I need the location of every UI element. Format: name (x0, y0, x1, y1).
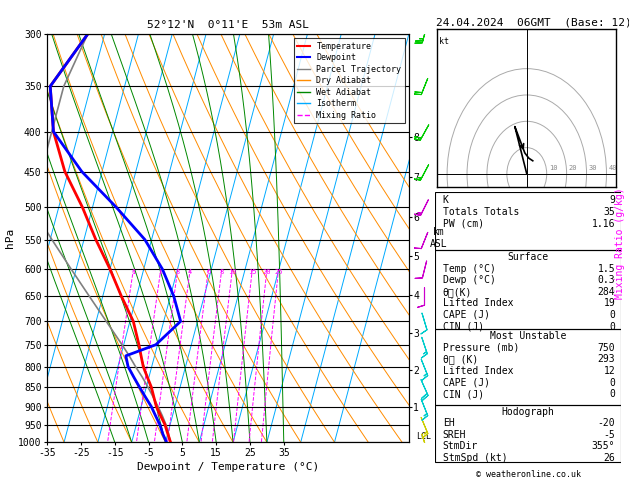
Text: Temp (°C): Temp (°C) (443, 264, 496, 274)
Text: 1: 1 (131, 269, 136, 275)
Text: 0: 0 (610, 378, 615, 388)
Text: CIN (J): CIN (J) (443, 389, 484, 399)
Text: -20: -20 (598, 418, 615, 428)
Text: 24.04.2024  06GMT  (Base: 12): 24.04.2024 06GMT (Base: 12) (435, 17, 629, 27)
Text: Lifted Index: Lifted Index (443, 366, 513, 376)
Text: 20: 20 (569, 165, 577, 171)
Text: Surface: Surface (508, 252, 548, 262)
Text: 25: 25 (274, 269, 283, 275)
Text: 0: 0 (610, 310, 615, 320)
Text: CIN (J): CIN (J) (443, 322, 484, 331)
Y-axis label: km
ASL: km ASL (430, 227, 447, 249)
Text: K: K (443, 195, 448, 206)
Text: CAPE (J): CAPE (J) (443, 378, 490, 388)
Text: 293: 293 (598, 354, 615, 364)
Text: θᴇ(K): θᴇ(K) (443, 287, 472, 297)
Text: 6: 6 (206, 269, 211, 275)
Text: Mixing Ratio (g/kg): Mixing Ratio (g/kg) (615, 187, 625, 299)
Text: 10: 10 (228, 269, 237, 275)
Text: 12: 12 (603, 366, 615, 376)
Text: 35: 35 (603, 207, 615, 217)
Text: PW (cm): PW (cm) (443, 219, 484, 228)
Text: 9: 9 (610, 195, 615, 206)
Text: CAPE (J): CAPE (J) (443, 310, 490, 320)
Text: kt: kt (439, 37, 449, 46)
Text: Totals Totals: Totals Totals (443, 207, 519, 217)
Text: Most Unstable: Most Unstable (490, 331, 566, 341)
Text: © weatheronline.co.uk: © weatheronline.co.uk (476, 469, 581, 479)
Text: 1.16: 1.16 (592, 219, 615, 228)
Text: 10: 10 (548, 165, 557, 171)
Text: 0: 0 (610, 322, 615, 331)
Text: SREH: SREH (443, 430, 466, 440)
Text: EH: EH (443, 418, 454, 428)
Text: 284: 284 (598, 287, 615, 297)
Text: Hodograph: Hodograph (501, 406, 555, 417)
Text: 0.3: 0.3 (598, 275, 615, 285)
X-axis label: Dewpoint / Temperature (°C): Dewpoint / Temperature (°C) (137, 462, 319, 472)
Text: Lifted Index: Lifted Index (443, 298, 513, 309)
Bar (435, 404, 621, 462)
Text: Dewp (°C): Dewp (°C) (443, 275, 496, 285)
Text: StmSpd (kt): StmSpd (kt) (443, 453, 508, 463)
Text: 355°: 355° (592, 441, 615, 451)
Text: StmDir: StmDir (443, 441, 478, 451)
Text: 4: 4 (188, 269, 192, 275)
Text: 750: 750 (598, 343, 615, 353)
Text: 1.5: 1.5 (598, 264, 615, 274)
Legend: Temperature, Dewpoint, Parcel Trajectory, Dry Adiabat, Wet Adiabat, Isotherm, Mi: Temperature, Dewpoint, Parcel Trajectory… (294, 38, 404, 123)
Text: -5: -5 (603, 430, 615, 440)
Bar (435, 250, 621, 330)
Text: 2: 2 (159, 269, 163, 275)
Text: 30: 30 (589, 165, 597, 171)
Text: 26: 26 (603, 453, 615, 463)
Text: 8: 8 (220, 269, 224, 275)
Title: 52°12'N  0°11'E  53m ASL: 52°12'N 0°11'E 53m ASL (147, 20, 309, 31)
Text: 20: 20 (263, 269, 271, 275)
Text: 40: 40 (608, 165, 617, 171)
Text: 0: 0 (610, 389, 615, 399)
Text: LCL: LCL (416, 432, 431, 441)
Text: Pressure (mb): Pressure (mb) (443, 343, 519, 353)
Text: 19: 19 (603, 298, 615, 309)
Bar (435, 192, 621, 250)
Text: 15: 15 (248, 269, 257, 275)
Text: 3: 3 (175, 269, 180, 275)
Y-axis label: hPa: hPa (5, 228, 15, 248)
Bar (435, 330, 621, 404)
Text: θᴇ (K): θᴇ (K) (443, 354, 478, 364)
